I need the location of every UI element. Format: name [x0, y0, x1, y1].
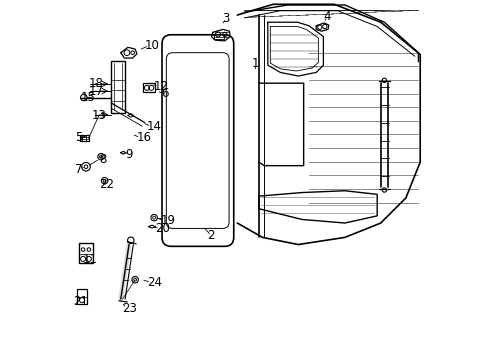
Text: 2: 2	[206, 229, 214, 242]
Bar	[143, 83, 155, 92]
Text: 11: 11	[82, 253, 97, 266]
Bar	[82, 136, 86, 140]
Text: 1: 1	[251, 57, 259, 70]
Text: 5: 5	[75, 131, 82, 144]
Text: 16: 16	[136, 131, 151, 144]
Text: 17: 17	[88, 85, 103, 98]
Bar	[111, 60, 124, 113]
Bar	[77, 289, 87, 304]
Text: 3: 3	[222, 12, 229, 25]
Text: 7: 7	[75, 163, 82, 176]
Text: 24: 24	[147, 276, 162, 289]
Text: 18: 18	[88, 77, 103, 90]
Text: 12: 12	[154, 80, 169, 93]
Text: 6: 6	[161, 87, 168, 100]
Text: 21: 21	[73, 295, 88, 308]
Text: 15: 15	[80, 91, 95, 104]
Text: 20: 20	[155, 222, 170, 235]
Text: 14: 14	[147, 120, 162, 133]
Text: 9: 9	[125, 148, 133, 161]
Text: 22: 22	[99, 178, 114, 191]
Text: 8: 8	[99, 153, 106, 166]
Text: 13: 13	[92, 109, 107, 122]
Text: 4: 4	[323, 10, 330, 23]
Text: 23: 23	[122, 302, 137, 315]
Bar	[79, 243, 93, 263]
Bar	[214, 34, 224, 40]
Text: 10: 10	[144, 39, 160, 52]
Text: 19: 19	[160, 214, 175, 227]
